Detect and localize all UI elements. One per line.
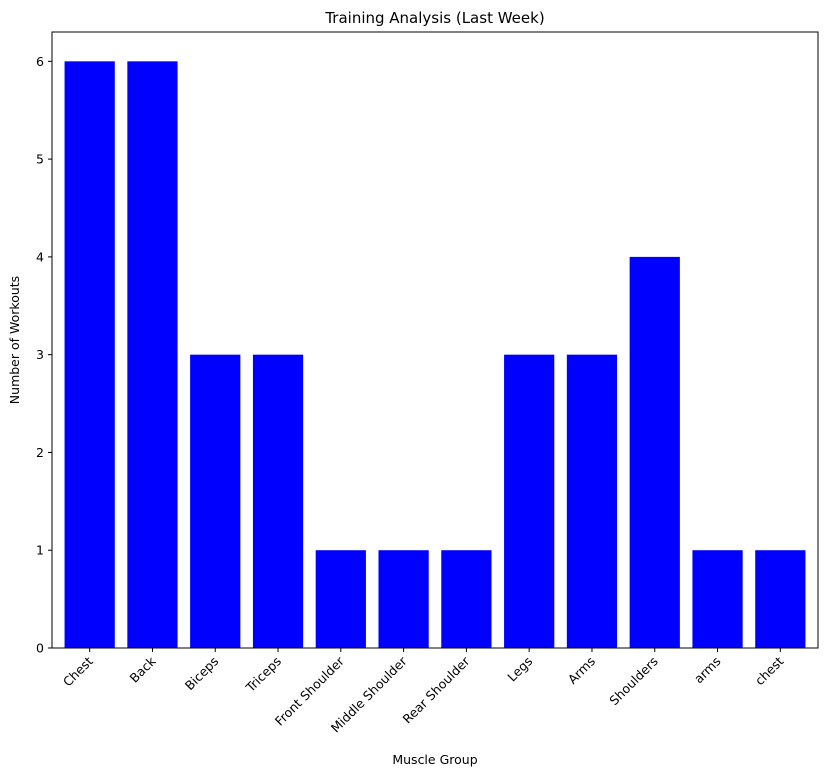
x-axis-label: Muscle Group: [392, 752, 477, 767]
x-tick-label: Legs: [504, 654, 535, 685]
bar-arms: [566, 354, 618, 648]
y-tick-label: 4: [36, 249, 44, 264]
bar-shoulders: [629, 256, 680, 648]
y-tick-label: 5: [36, 152, 44, 167]
y-tick-label: 0: [36, 641, 44, 656]
x-tick-label: Back: [127, 653, 160, 686]
bar-back: [127, 61, 178, 648]
plot-frame: [51, 31, 819, 649]
bar-rear-shoulder: [441, 550, 492, 648]
x-tick-label: chest: [752, 653, 787, 688]
bar-chest: [755, 550, 806, 648]
bars-group: [64, 61, 806, 648]
x-tick-label: Triceps: [242, 654, 284, 696]
bar-front-shoulder: [315, 550, 366, 648]
y-axis-label: Number of Workouts: [7, 276, 22, 404]
y-tick-label: 3: [36, 347, 44, 362]
chart-title: Training Analysis (Last Week): [324, 9, 544, 27]
bar-triceps: [252, 354, 304, 648]
y-axis: 0 1 2 3 4 5 6: [36, 54, 52, 656]
bar-legs: [504, 354, 555, 648]
x-tick-label: arms: [691, 654, 724, 687]
y-tick-label: 6: [36, 54, 44, 69]
bar-arms: [692, 550, 743, 648]
x-tick-label: Arms: [565, 654, 598, 687]
bar-chest: [64, 61, 115, 648]
y-tick-label: 2: [36, 445, 44, 460]
x-tick-label: Biceps: [182, 654, 222, 694]
bar-biceps: [190, 354, 241, 648]
bar-middle-shoulder: [378, 550, 429, 648]
x-tick-label: Chest: [60, 653, 96, 689]
x-tick-label: Rear Shoulder: [399, 653, 473, 727]
x-tick-label: Shoulders: [606, 654, 661, 709]
y-tick-label: 1: [36, 543, 44, 558]
